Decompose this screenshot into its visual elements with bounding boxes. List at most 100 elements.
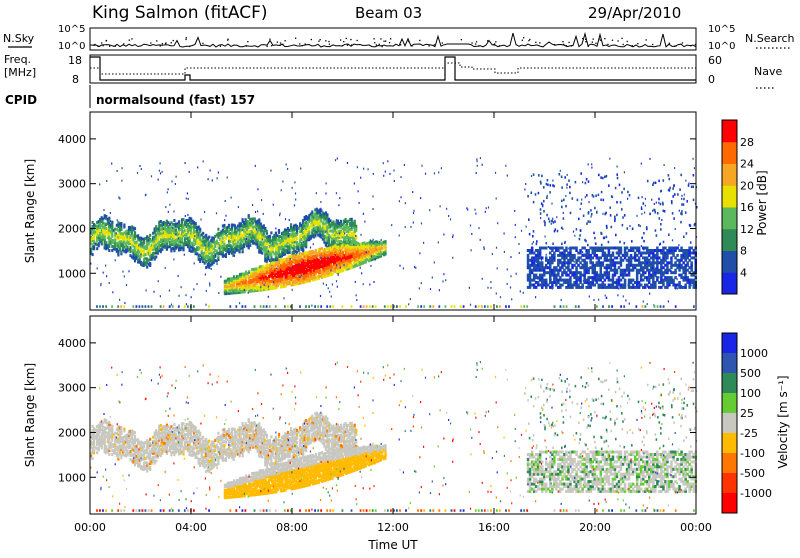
power-cell (663, 241, 665, 244)
power-cell (662, 203, 664, 206)
power-cell (673, 217, 675, 220)
power-cell (103, 209, 104, 211)
power-cell (343, 264, 344, 266)
power-cell (677, 193, 679, 196)
power-cell (400, 196, 401, 198)
power-cell (557, 230, 559, 233)
nsearch-dot (186, 37, 187, 38)
power-cell (671, 200, 673, 203)
power-cell (99, 305, 101, 308)
power-cell (299, 276, 300, 278)
power-cell (246, 238, 247, 240)
nsearch-dot (400, 44, 401, 45)
power-cell (693, 158, 694, 160)
power-cell (540, 212, 542, 215)
power-cell (194, 235, 195, 237)
power-cell (552, 180, 553, 182)
power-cell (568, 179, 570, 182)
nsearch-dot (103, 45, 104, 46)
station-title: King Salmon (fitACF) (92, 3, 268, 23)
power-cell (136, 305, 138, 308)
power-cell (675, 228, 676, 230)
power-cell (683, 198, 685, 201)
nsearch-dot (637, 43, 638, 44)
nsearch-dot (563, 44, 564, 45)
power-cell (507, 175, 508, 177)
power-cell (434, 262, 435, 264)
power-cell (364, 221, 365, 223)
power-cell (585, 182, 587, 185)
power-cell (303, 241, 304, 243)
power-cell (561, 186, 563, 189)
power-cell (550, 248, 551, 250)
power-cell (205, 304, 206, 306)
power-cell (688, 184, 690, 187)
power-cell (641, 245, 642, 247)
power-cell (99, 183, 100, 185)
power-cell (669, 187, 671, 190)
power-cell (290, 223, 292, 226)
power-cell (193, 288, 194, 290)
power-cell (668, 174, 670, 177)
power-cell (476, 158, 477, 160)
power-cell (609, 158, 610, 160)
power-cell (556, 216, 557, 218)
power-cell (657, 268, 658, 270)
power-cell (173, 258, 174, 260)
power-cell (470, 225, 471, 227)
power-cell (289, 219, 290, 221)
power-cell (601, 244, 603, 247)
power-cell (531, 247, 534, 250)
nsearch-dot (529, 39, 530, 40)
power-cell (471, 249, 472, 251)
power-cell (614, 218, 616, 221)
power-cell (326, 182, 327, 184)
power-cell (606, 225, 608, 228)
power-cell (327, 257, 328, 259)
nsearch-dot (682, 42, 683, 43)
nsearch-dot (428, 45, 429, 46)
power-cell (488, 207, 489, 209)
power-cell (185, 215, 186, 217)
nsearch-dot (539, 42, 540, 43)
power-cell (533, 230, 535, 233)
power-cell (541, 202, 543, 205)
power-cell (674, 167, 675, 169)
power-cell (582, 251, 583, 253)
power-cell (580, 172, 582, 175)
power-cell (647, 180, 649, 183)
power-cell (617, 294, 618, 296)
power-cell (313, 243, 314, 245)
power-cell (655, 275, 656, 277)
nsearch-dot (189, 46, 190, 47)
power-cell (518, 243, 519, 245)
nsearch-dot (351, 44, 352, 45)
power-cell (581, 202, 583, 205)
power-cell (651, 199, 652, 201)
power-cell (440, 205, 441, 207)
power-cells (90, 157, 698, 308)
power-cell (249, 233, 250, 235)
nsearch-dot (150, 42, 151, 43)
power-cell (655, 267, 656, 269)
power-cell (680, 212, 682, 215)
nsky-label: N.Sky (3, 32, 35, 45)
power-cell (541, 259, 542, 261)
power-cell (124, 302, 125, 304)
power-cell (583, 215, 585, 218)
power-cell (139, 165, 140, 167)
power-cell (690, 241, 692, 244)
power-cell (275, 232, 277, 235)
nsearch-dot (562, 41, 563, 42)
power-cell (217, 177, 218, 179)
nsearch-dot (302, 45, 303, 46)
nsearch-dot (162, 43, 163, 44)
nsearch-dot (325, 40, 326, 41)
nsearch-dot (106, 40, 107, 41)
power-cell (363, 213, 364, 215)
power-cell (339, 197, 340, 199)
power-cell (510, 256, 511, 258)
power-cell (574, 273, 575, 275)
power-cell (543, 200, 545, 203)
